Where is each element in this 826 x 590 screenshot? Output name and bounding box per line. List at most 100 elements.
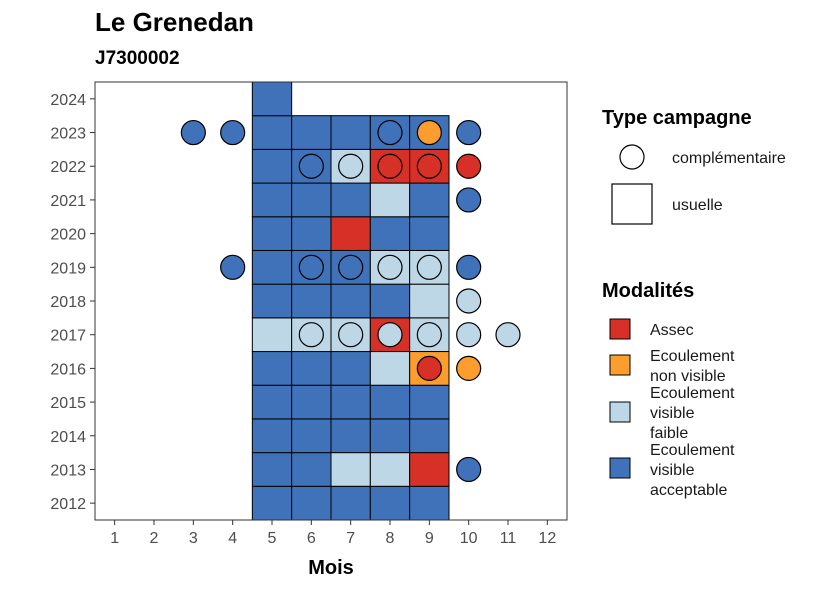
point-2017-11 xyxy=(495,322,521,348)
point-2023-3 xyxy=(180,119,206,146)
point-2019-4 xyxy=(220,254,246,280)
point-2021-10 xyxy=(456,187,482,213)
point-2018-10 xyxy=(456,288,482,314)
tile-2024-5 xyxy=(251,81,293,117)
tile-2016-6 xyxy=(291,351,332,386)
tile-2012-7 xyxy=(330,485,371,521)
legend-key-nonvisible xyxy=(609,354,631,376)
tile-2023-5 xyxy=(251,115,293,150)
tile-2012-5 xyxy=(251,485,293,521)
tile-2019-5 xyxy=(251,249,293,285)
plot-panel xyxy=(94,81,568,521)
point-2023-4 xyxy=(220,119,246,146)
point-2017-7 xyxy=(338,322,364,348)
point-2017-9 xyxy=(416,322,442,348)
point-2019-8 xyxy=(377,254,403,280)
legend-title-type: Type campagne xyxy=(602,107,752,129)
point-2022-10 xyxy=(456,153,482,179)
tile-2013-8 xyxy=(369,452,411,487)
legend-label-acceptable-line: Ecoulement xyxy=(650,442,735,459)
legend-label-nonvisible-line: non visible xyxy=(650,368,726,385)
legend-modalites: Modalités Assec Ecoulement non visible E… xyxy=(602,280,739,499)
legend-key-faible xyxy=(609,401,631,423)
y-tick-label: 2021 xyxy=(50,193,86,210)
tile-2015-5 xyxy=(251,384,293,420)
legend-label-faible-line: faible xyxy=(650,425,688,442)
point-2017-8 xyxy=(377,322,403,348)
legend-key-acceptable xyxy=(609,457,631,479)
tile-2013-6 xyxy=(291,452,332,487)
tile-2023-7 xyxy=(330,115,371,150)
x-tick-label: 12 xyxy=(538,530,556,547)
y-tick-label: 2024 xyxy=(50,92,86,109)
tile-2016-5 xyxy=(251,351,293,386)
x-tick-label: 4 xyxy=(228,530,237,547)
y-tick-label: 2019 xyxy=(50,260,86,277)
point-2019-10 xyxy=(456,254,482,280)
tile-2021-5 xyxy=(251,182,293,218)
tile-2014-9 xyxy=(409,418,450,454)
x-axis-title: Mois xyxy=(308,557,354,579)
x-tick-label: 10 xyxy=(460,530,478,547)
tile-2012-6 xyxy=(291,485,332,521)
tile-2014-7 xyxy=(330,418,371,454)
x-tick-label: 8 xyxy=(386,530,395,547)
tile-2015-6 xyxy=(291,384,332,420)
y-tick-label: 2015 xyxy=(50,395,86,412)
legend-label-assec-line: Assec xyxy=(650,322,694,339)
tile-2020-9 xyxy=(409,216,450,251)
tile-2014-6 xyxy=(291,418,332,454)
legend-label-faible: Ecoulement visible faible xyxy=(650,385,739,442)
legend-label-faible-line: Ecoulement xyxy=(650,385,735,402)
tile-2016-7 xyxy=(330,351,371,386)
x-axis: 1 2 3 4 5 6 7 8 9 10 11 12 xyxy=(110,520,556,547)
point-2022-7 xyxy=(338,153,364,179)
y-tick-label: 2017 xyxy=(50,328,86,345)
chart-subtitle: J7300002 xyxy=(95,48,180,69)
y-tick-label: 2018 xyxy=(50,294,86,311)
tile-2020-6 xyxy=(291,216,332,251)
tile-2018-9 xyxy=(409,283,450,319)
tile-2021-7 xyxy=(330,182,371,218)
tile-2014-8 xyxy=(369,418,411,454)
point-2017-6 xyxy=(298,322,324,348)
tile-2018-8 xyxy=(369,283,411,319)
point-2019-9 xyxy=(416,254,442,280)
point-2016-10 xyxy=(456,355,482,381)
legend-label-acceptable-line: acceptable xyxy=(650,482,727,499)
y-tick-label: 2022 xyxy=(50,159,86,176)
point-2022-8 xyxy=(377,153,403,179)
y-tick-label: 2020 xyxy=(50,227,86,244)
tile-2012-8 xyxy=(369,485,411,521)
legend-label-acceptable: Ecoulement visible acceptable xyxy=(650,442,739,499)
chart-title: Le Grenedan xyxy=(95,7,254,37)
x-tick-label: 1 xyxy=(110,530,119,547)
tile-2023-6 xyxy=(291,115,332,150)
tile-2020-7 xyxy=(330,216,371,251)
tile-2018-7 xyxy=(330,283,371,319)
tile-2022-5 xyxy=(251,148,293,184)
point-2019-6 xyxy=(298,254,324,280)
point-2023-9 xyxy=(416,119,442,146)
y-axis: 2012 2013 2014 2015 2016 2017 2018 2019 2020 2021… xyxy=(50,92,95,513)
point-2017-10 xyxy=(456,322,482,348)
tile-2021-9 xyxy=(409,182,450,218)
complementaire-points xyxy=(180,119,521,483)
legend-label-acceptable-line: visible xyxy=(650,462,695,479)
legend-key-usuelle xyxy=(611,183,653,225)
x-tick-label: 9 xyxy=(425,530,434,547)
legend-label-nonvisible-line: Ecoulement xyxy=(650,348,735,365)
tile-2015-8 xyxy=(369,384,411,420)
tile-2016-8 xyxy=(369,351,411,386)
point-2013-10 xyxy=(456,456,482,483)
tile-2012-9 xyxy=(409,485,450,521)
tile-2013-5 xyxy=(251,452,293,487)
x-tick-label: 3 xyxy=(189,530,198,547)
legend-label-faible-line: visible xyxy=(650,405,695,422)
point-2022-6 xyxy=(298,153,324,179)
tile-2017-5 xyxy=(251,317,293,353)
x-tick-label: 2 xyxy=(150,530,159,547)
legend-key-assec xyxy=(609,318,631,340)
tile-2015-9 xyxy=(409,384,450,420)
